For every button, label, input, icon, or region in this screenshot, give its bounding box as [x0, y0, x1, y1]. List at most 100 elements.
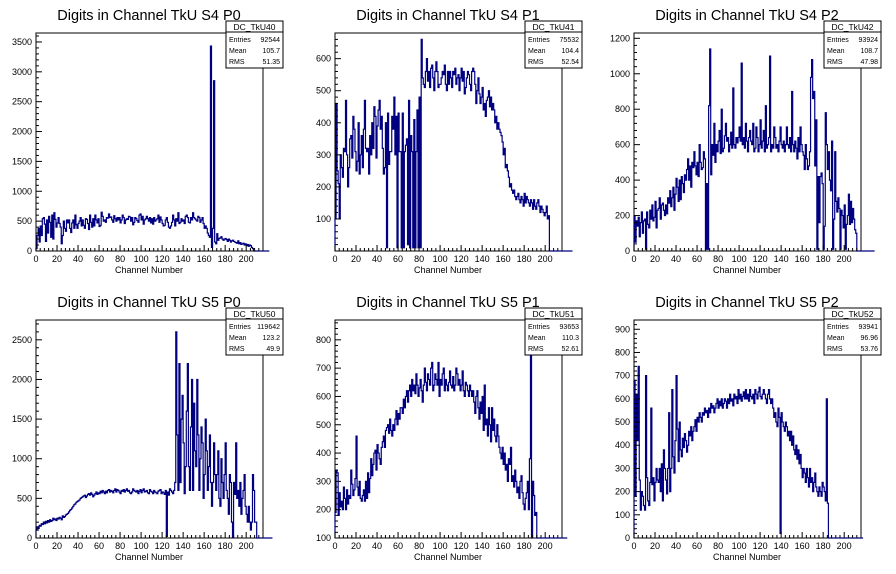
histogram-series	[334, 38, 573, 252]
x-tick-label: 40	[372, 541, 382, 551]
chart-panel-s5-p0: Digits in Channel TkU S5 P0 0 20 40 60 80 100 1…	[0, 287, 298, 574]
chart-panel-s5-p1: Digits in Channel TkU S5 P1 0 20 40 60 80 100 1…	[299, 287, 597, 574]
x-tick-label: 180	[816, 541, 831, 551]
y-tick-label: 800	[615, 104, 630, 114]
histogram-series	[334, 350, 568, 539]
stats-value-entries: 93941	[859, 324, 879, 331]
chart-svg: Digits in Channel TkU S5 P1 0 20 40 60 80 100 1…	[316, 295, 583, 562]
x-axis-label: Channel Number	[713, 552, 781, 562]
x-tick-label: 140	[475, 254, 490, 264]
x-tick-label: 160	[197, 254, 212, 264]
x-tick-label: 100	[732, 541, 747, 551]
y-tick-label: 200	[615, 211, 630, 221]
stats-value-entries: 93653	[560, 324, 580, 331]
y-tick-label: 600	[316, 54, 331, 64]
y-tick-label: 500	[17, 493, 32, 503]
x-axis-label: Channel Number	[414, 265, 482, 275]
x-tick-label: 160	[795, 541, 810, 551]
stats-box	[823, 20, 882, 69]
y-tick-label: 1000	[610, 69, 630, 79]
x-tick-label: 140	[475, 541, 490, 551]
stats-value-rms: 51.35	[262, 59, 280, 66]
stats-value-rms: 47.98	[860, 59, 878, 66]
stats-label-mean: Mean	[528, 48, 546, 55]
y-tick-label: 900	[615, 324, 630, 334]
x-tick-label: 20	[650, 541, 660, 551]
y-tick-label: 500	[17, 216, 32, 226]
stats-name: DC_TkU42	[831, 22, 873, 32]
x-tick-label: 160	[496, 541, 511, 551]
x-tick-label: 140	[774, 541, 789, 551]
stats-label-mean: Mean	[827, 48, 845, 55]
y-tick-label: 0	[625, 246, 630, 256]
chart-svg: Digits in Channel TkU S5 P0 0 20 40 60 80 100 1…	[12, 295, 284, 562]
x-tick-label: 140	[774, 254, 789, 264]
x-tick-label: 120	[155, 541, 170, 551]
y-tick-label: 1000	[12, 186, 32, 196]
stats-label-entries: Entries	[827, 37, 849, 44]
x-tick-label: 180	[517, 541, 532, 551]
y-tick-label: 1500	[12, 156, 32, 166]
stats-label-entries: Entries	[528, 37, 550, 44]
histogram-series	[633, 365, 864, 539]
y-tick-label: 300	[316, 476, 331, 486]
stats-label-rms: RMS	[827, 346, 843, 353]
x-tick-label: 60	[94, 541, 104, 551]
y-tick-label: 400	[615, 440, 630, 450]
stats-name: DC_TkU51	[532, 309, 574, 319]
y-tick-label: 400	[316, 118, 331, 128]
y-tick-label: 600	[316, 391, 331, 401]
x-tick-label: 80	[414, 541, 424, 551]
x-tick-label: 80	[713, 541, 723, 551]
stats-value-entries: 93924	[859, 37, 879, 44]
x-tick-label: 80	[115, 541, 125, 551]
x-tick-label: 60	[393, 254, 403, 264]
stats-value-mean: 96.96	[860, 335, 878, 342]
x-tick-label: 160	[795, 254, 810, 264]
stats-label-rms: RMS	[528, 346, 544, 353]
x-tick-label: 60	[692, 541, 702, 551]
x-axis-label: Channel Number	[414, 552, 482, 562]
y-tick-label: 2500	[12, 97, 32, 107]
chart-svg: Digits in Channel TkU S4 P0 0 20 40 60 80 100 1…	[12, 8, 284, 275]
x-tick-label: 40	[671, 541, 681, 551]
x-tick-label: 100	[433, 541, 448, 551]
y-tick-label: 100	[316, 214, 331, 224]
chart-svg: Digits in Channel TkU S4 P1 0 20 40 60 80 100 1…	[316, 8, 583, 275]
x-tick-label: 140	[176, 254, 191, 264]
x-tick-label: 80	[713, 254, 723, 264]
stats-box	[823, 307, 882, 356]
x-tick-label: 80	[115, 254, 125, 264]
y-tick-label: 600	[615, 140, 630, 150]
x-tick-label: 120	[753, 254, 768, 264]
stats-label-rms: RMS	[528, 59, 544, 66]
y-tick-label: 200	[316, 182, 331, 192]
y-tick-label: 200	[615, 487, 630, 497]
stats-box	[524, 20, 583, 69]
chart-title: Digits in Channel TkU S4 P0	[57, 8, 241, 24]
y-tick-label: 300	[316, 150, 331, 160]
x-tick-label: 100	[134, 254, 149, 264]
x-tick-label: 140	[176, 541, 191, 551]
x-tick-label: 0	[631, 254, 636, 264]
x-tick-label: 20	[351, 254, 361, 264]
y-tick-label: 700	[615, 371, 630, 381]
x-axis-label: Channel Number	[713, 265, 781, 275]
y-tick-label: 700	[316, 363, 331, 373]
x-tick-label: 0	[33, 254, 38, 264]
x-tick-label: 20	[650, 254, 660, 264]
x-tick-label: 100	[433, 254, 448, 264]
stats-name: DC_TkU52	[831, 309, 873, 319]
x-tick-label: 60	[393, 541, 403, 551]
x-tick-label: 180	[218, 254, 233, 264]
x-tick-label: 200	[837, 254, 852, 264]
x-tick-label: 40	[73, 541, 83, 551]
x-tick-label: 160	[197, 541, 212, 551]
stats-label-entries: Entries	[528, 324, 550, 331]
y-tick-label: 0	[625, 533, 630, 543]
stats-box	[524, 307, 583, 356]
x-tick-label: 100	[732, 254, 747, 264]
y-tick-label: 600	[615, 394, 630, 404]
y-tick-label: 200	[316, 505, 331, 515]
